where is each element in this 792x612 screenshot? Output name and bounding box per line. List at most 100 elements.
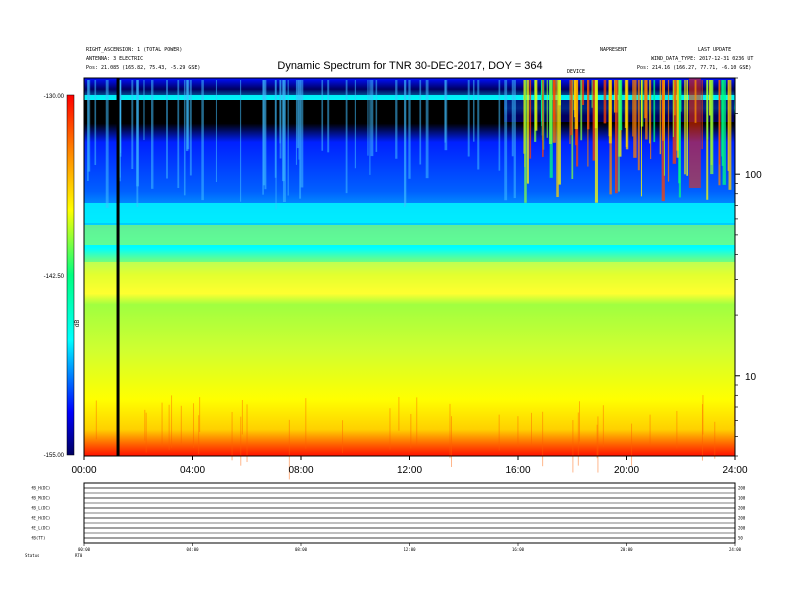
emission-streak [186,80,190,150]
radio-burst [728,80,732,190]
y-tick-label: 10 [745,372,757,383]
radio-burst [672,80,677,164]
radio-burst [569,80,571,145]
low-freq-streak [596,424,598,459]
y-axis: 100 10 [735,77,762,457]
radio-burst [706,80,709,200]
emission-streak [143,80,145,141]
low-freq-streak [288,419,290,480]
header-left-line1: RIGHT_ASCENSION: 1 (TOTAL POWER) [86,47,182,53]
low-freq-streak [161,402,163,447]
low-freq-streak [578,401,580,442]
emission-streak [262,80,266,186]
radio-burst [678,80,681,198]
colorbar-mid-label: -142.50 [44,274,65,280]
panel-x-tick-label: 00:00 [78,547,91,552]
emission-streak [87,80,91,172]
radio-burst [719,80,721,165]
panel-x-tick-label: 08:00 [295,547,308,552]
x-tick-label: 04:00 [180,465,205,476]
panel-row-label: fE_L(DC) [31,526,50,531]
low-freq-streak [572,420,574,473]
panel-x-tick-label: 12:00 [403,547,416,552]
low-freq-streak [649,414,651,445]
radio-burst [653,80,656,143]
radio-burst [672,80,674,137]
radio-burst [667,80,670,182]
emission-streak [370,80,374,157]
low-freq-streak [714,421,716,459]
colorbar-unit-label: dB [75,320,81,327]
radio-burst [524,80,527,203]
panel-row-value: 200 [738,506,746,511]
emission-streak [419,80,422,165]
header-right-line2: WIND_DATA_TYPE: 2017-12-31 0236 UT [651,56,753,62]
panel-row-value: 200 [738,486,746,491]
radio-burst [706,80,709,140]
header-right-line3: Pos: 214.16 (166.27, 77.71, -6.10 GSE) [637,65,751,71]
radio-burst [556,80,559,198]
radio-burst [618,80,620,192]
radio-burst [625,80,629,150]
radio-burst [637,80,640,171]
panel-row-label: fB_L(DC) [31,506,50,511]
yellow-band [84,262,735,292]
low-freq-streak [305,398,307,449]
strong-burst [688,78,701,188]
radio-burst [709,80,712,116]
emission-streak [404,80,407,206]
low-freq-streak [199,397,201,432]
emission-streak [295,80,298,165]
low-freq-streak [144,409,146,441]
emission-streak [183,80,186,196]
emission-streak [166,80,168,179]
panel-row-value: 50 [738,536,743,541]
radio-burst [542,80,544,157]
footer-status-label: Status [25,553,40,558]
low-freq-streak [701,404,703,461]
low-freq-streak [676,410,678,449]
emission-streak [282,80,286,203]
low-freq-streak [168,404,170,450]
cyan-band [84,203,735,223]
emission-streak [467,80,470,157]
radio-burst [558,80,561,185]
radio-burst [526,80,529,184]
low-freq-streak [517,416,519,447]
low-freq-streak [416,397,418,446]
panel-x-tick-label: 20:00 [620,547,633,552]
radio-burst [640,80,643,197]
radio-burst [594,80,598,203]
radio-burst [659,80,661,155]
low-freq-streak [231,411,233,461]
panel-row-label: fB_M(DC) [31,496,50,501]
low-freq-streak [398,396,400,431]
radio-burst [591,80,593,108]
emission-streak [477,80,480,170]
header-left-line3: Pos: 21.085 (165.82, 75.43, -5.29 GSE) [86,65,200,71]
low-freq-streak [530,412,532,445]
low-freq-streak [602,405,604,447]
low-freq-streak [389,408,391,450]
radio-burst [710,80,714,175]
low-freq-streak [192,403,194,448]
emission-streak [279,80,282,159]
panel-row-value: 200 [738,516,746,521]
low-freq-streak [240,416,242,466]
spectrogram-features [84,78,736,480]
low-freq-streak [180,405,182,444]
radio-burst [640,80,644,127]
low-freq-streak [342,420,344,454]
radio-burst [592,80,596,161]
panel-x-tick-label: 16:00 [512,547,525,552]
panel-row-label: fE_H(DC) [31,516,50,521]
low-freq-streak [171,395,173,448]
emission-streak [177,80,180,189]
emission-streak [151,80,154,189]
radio-burst [684,80,686,175]
emission-streak [345,80,348,194]
radio-burst [548,80,553,145]
header-right-corner: LAST UPDATE [698,47,731,53]
header-right-line1: NAPRESENT [600,47,627,53]
data-gap-line [116,78,120,456]
